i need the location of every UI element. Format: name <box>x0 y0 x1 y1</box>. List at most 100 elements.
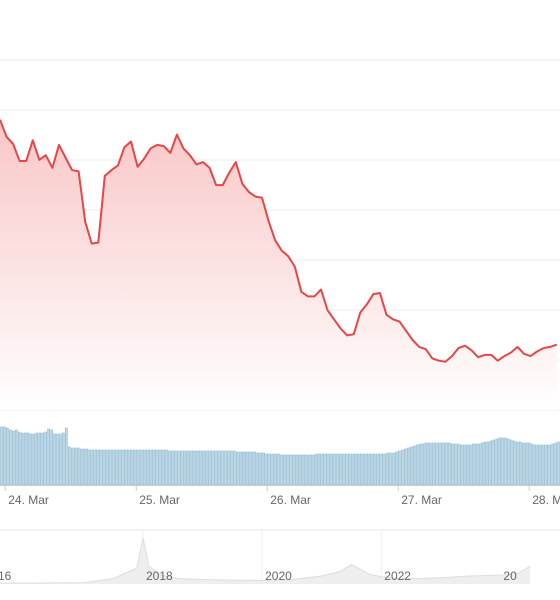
volume-bar <box>289 454 292 486</box>
volume-bar <box>483 441 487 486</box>
volume-bar <box>498 437 501 486</box>
volume-bar <box>430 442 434 486</box>
volume-bar <box>324 453 327 486</box>
volume-bar <box>67 446 71 486</box>
volume-bar <box>32 433 36 486</box>
volume-bar <box>465 444 469 486</box>
volume-bar <box>510 439 513 486</box>
volume-bar <box>445 442 448 486</box>
navigator-year-label: 20 <box>503 569 517 583</box>
volume-bar <box>368 453 372 486</box>
volume-bar <box>336 453 339 486</box>
volume-bar <box>297 454 301 486</box>
volume-bar <box>409 446 413 486</box>
navigator-line <box>0 537 531 584</box>
volume-bar <box>200 450 204 486</box>
volume-bar <box>321 453 325 486</box>
volume-bar <box>38 432 42 486</box>
volume-bar <box>530 443 534 486</box>
volume-bar <box>144 449 148 486</box>
volume-bar <box>88 449 92 486</box>
volume-bar <box>6 427 9 486</box>
volume-bar <box>353 453 357 486</box>
volume-bar <box>185 450 189 486</box>
volume-bar <box>112 449 115 486</box>
volume-bar <box>412 445 416 486</box>
volume-bar <box>327 453 330 486</box>
volume-bar <box>521 442 525 486</box>
volume-bar <box>365 453 369 486</box>
volume-bar <box>386 452 389 486</box>
volume-bar <box>29 433 33 486</box>
volume-bar <box>150 449 154 486</box>
volume-bar <box>371 453 375 486</box>
volume-bar <box>533 444 537 486</box>
volume-bar <box>268 453 271 486</box>
volume-bar <box>153 449 157 486</box>
volume-bar <box>227 450 230 486</box>
volume-bar <box>244 451 248 486</box>
volume-bar <box>106 449 109 486</box>
volume-bar <box>513 440 516 486</box>
x-tick-label: 26. Mar <box>270 493 311 507</box>
volume-bar <box>126 449 130 486</box>
volume-bar <box>194 450 198 486</box>
volume-bar <box>280 454 283 486</box>
volume-bar <box>141 449 145 486</box>
navigator-background <box>0 530 560 584</box>
x-tick-label: 25. Mar <box>139 493 180 507</box>
volume-bar <box>362 453 366 486</box>
volume-bar <box>374 453 378 486</box>
volume-bar <box>306 454 310 486</box>
volume-bar <box>383 453 386 486</box>
volume-bar <box>50 429 53 486</box>
volume-bar <box>300 454 304 486</box>
volume-bar <box>35 432 39 486</box>
volume-bar <box>79 448 83 486</box>
volume-bar <box>259 452 263 486</box>
volume-bar <box>76 447 80 486</box>
volume-bar <box>356 453 360 486</box>
volume-bar <box>406 447 410 486</box>
volume-bar <box>215 450 218 486</box>
volume-bar <box>451 443 454 486</box>
volume-bar <box>489 440 493 486</box>
volume-bar <box>212 450 215 486</box>
volume-bar <box>65 427 68 486</box>
volume-bar <box>403 448 407 486</box>
volume-bar <box>235 451 239 486</box>
volume-bar <box>177 450 180 486</box>
volume-bar <box>147 449 151 486</box>
volume-bars <box>0 426 560 486</box>
volume-bar <box>427 442 431 486</box>
volume-bar <box>474 443 478 486</box>
volume-bar <box>118 449 121 486</box>
volume-bar <box>454 443 457 486</box>
volume-bar <box>389 452 392 486</box>
volume-bar <box>418 443 422 486</box>
navigator-area <box>0 537 531 584</box>
volume-bar <box>515 441 519 486</box>
volume-bar <box>291 454 295 486</box>
volume-bar <box>545 444 549 486</box>
volume-bar <box>495 438 498 486</box>
volume-bar <box>121 449 124 486</box>
volume-bar <box>312 454 316 486</box>
volume-bar <box>191 450 195 486</box>
volume-bar <box>350 453 354 486</box>
volume-bar <box>73 447 77 486</box>
volume-bar <box>188 450 192 486</box>
volume-bar <box>3 426 6 486</box>
volume-bar <box>82 448 86 486</box>
volume-bar <box>233 450 236 486</box>
volume-bar <box>424 442 428 486</box>
volume-bar <box>274 453 277 486</box>
volume-bar <box>26 432 30 486</box>
volume-bar <box>11 430 15 486</box>
volume-bar <box>318 453 322 486</box>
navigator[interactable]: 16 2018 2020 2022 20 <box>0 529 560 584</box>
volume-bar <box>85 448 89 486</box>
volume-bar <box>20 432 24 486</box>
